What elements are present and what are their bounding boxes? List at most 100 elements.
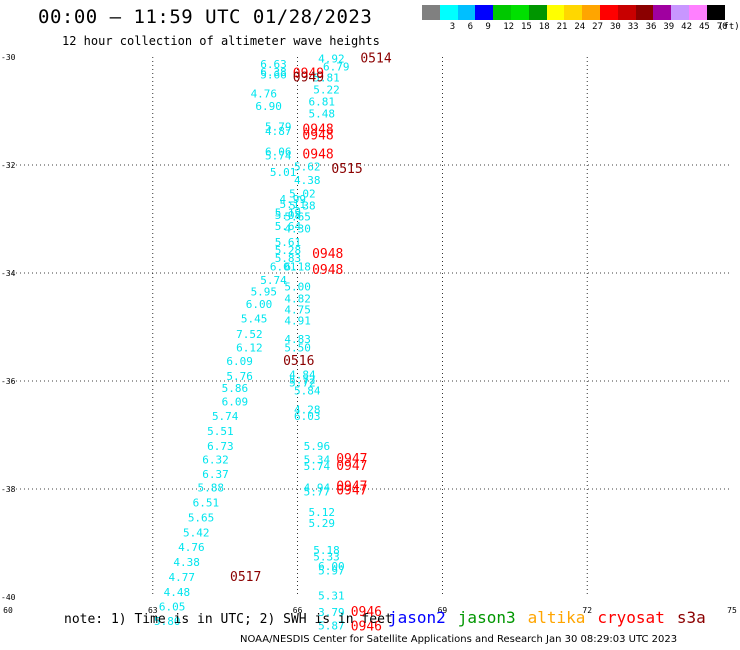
legend-entry-cryosat: cryosat (597, 608, 665, 627)
colorbar-tick-label: 30 (609, 22, 621, 32)
colorbar-swatch: 30 (599, 5, 621, 32)
colorbar-tick-label: 70 (716, 22, 728, 32)
colorbar-tick-label: 21 (556, 22, 568, 32)
satellite-legend: jason2 jason3 altika cryosat s3a (388, 608, 706, 627)
x-tick-label: 75 (727, 606, 737, 615)
wave-height-label: 5.00 (284, 280, 311, 293)
x-tick-label: 66 (293, 606, 303, 615)
wave-height-label: 5.77 (304, 485, 331, 498)
wave-height-label: 4.87 (265, 125, 292, 138)
x-tick-label: 72 (582, 606, 592, 615)
y-tick-label: -38 (1, 485, 16, 494)
colorbar-swatch: 33 (617, 5, 639, 32)
wave-height-label: 5.74 (304, 460, 331, 473)
colorbar-swatch: 12 (493, 5, 514, 32)
colorbar-swatch: 3 (439, 5, 458, 32)
colorbar-tick-label: 45 (698, 22, 710, 32)
wave-height-label: 4.82 (284, 293, 311, 306)
wave-height-label: 5.96 (304, 440, 331, 453)
pass-time-label: 0947 (336, 452, 367, 467)
wave-height-label: 4.38 (294, 174, 321, 187)
chart-title: 00:00 – 11:59 UTC 01/28/2023 (38, 6, 373, 28)
wave-height-label: 5.74 (260, 274, 287, 287)
wave-height-label: 6.09 (226, 355, 253, 368)
wave-height-label: 6.79 (323, 61, 350, 74)
pass-time-label: 0516 (283, 354, 314, 369)
colorbar-swatch: 45 (688, 5, 710, 32)
colorbar-tick-label: 24 (574, 22, 586, 32)
pass-time-label: 0948 (312, 247, 343, 262)
colorbar-swatch: 15 (510, 5, 532, 32)
wave-height-label: 5.74 (265, 150, 292, 163)
wave-height-label: 5.33 (313, 550, 340, 563)
pass-time-label: 0517 (230, 570, 261, 585)
pass-time-label: 0948 (302, 148, 333, 163)
wave-height-label: 5.08 (275, 209, 302, 222)
wave-height-label: 6.32 (202, 454, 229, 467)
y-tick-label: -30 (1, 53, 16, 62)
pass-time-label: 0947 (336, 459, 367, 474)
wave-height-label: 4.76 (178, 541, 205, 554)
colorbar-tick-label: 6 (467, 22, 474, 32)
colorbar-tick-label: 33 (627, 22, 639, 32)
wave-height-label: 5.48 (308, 107, 335, 120)
y-tick-label: -36 (1, 377, 16, 386)
wave-height-label: 5.51 (207, 425, 234, 438)
wave-height-label: 5.28 (275, 244, 302, 257)
legend-entry-altika: altika (527, 608, 586, 627)
wave-height-label: 5.97 (318, 564, 345, 577)
colorbar-tick-label: 27 (592, 22, 604, 32)
colorbar-tick-label: 18 (538, 22, 550, 32)
wave-height-label: 5.80 (154, 615, 181, 628)
wave-height-label: 5.72 (289, 374, 316, 387)
colorbar-swatch: 70 (706, 5, 728, 32)
wave-height-label: 4.77 (169, 571, 196, 584)
legend-entry-s3a: s3a (676, 608, 706, 627)
wave-height-label: 5.86 (222, 382, 249, 395)
wave-height-label: 4.84 (289, 368, 316, 381)
colorbar-tick-label: 12 (503, 22, 515, 32)
x-tick-label: 69 (438, 606, 448, 615)
colorbar-tick-label: 42 (681, 22, 692, 32)
wave-height-label: 5.83 (275, 252, 302, 265)
wave-height-label: 5.81 (313, 71, 340, 84)
wave-height-label: 6.90 (255, 100, 282, 113)
pass-time-label: 0947 (336, 480, 367, 495)
legend-entry-jason2: jason2 (388, 608, 446, 627)
pass-time-label: 0947 (336, 483, 367, 498)
wave-height-label: 5.72 (289, 376, 316, 389)
pass-time-label: 0948 (312, 263, 343, 278)
y-tick-label: -40 (1, 593, 16, 602)
wave-height-label: 6.38 (260, 66, 287, 79)
wave-height-label: 5.64 (275, 220, 302, 233)
wave-height-label: 6.03 (294, 410, 321, 423)
wave-height-label: 6.05 (159, 601, 186, 614)
wave-height-label: 5.79 (265, 120, 292, 133)
note-text: note: 1) Time is in UTC; 2) SWH is in fe… (64, 612, 393, 627)
wave-height-label: 4.48 (164, 586, 191, 599)
colorbar-swatch: 9 (475, 5, 494, 32)
pass-time-label: 0948 (302, 129, 333, 144)
wave-height-label: 5.95 (251, 286, 278, 299)
wave-height-label: 5.01 (270, 166, 297, 179)
y-tick-label: -32 (1, 161, 16, 170)
wave-height-label: 5.22 (313, 84, 340, 97)
pass-time-label: 0946 (351, 619, 382, 634)
wave-height-label: 5.61 (275, 236, 302, 249)
colorbar-swatch: 24 (564, 5, 585, 32)
chart-subtitle: 12 hour collection of altimeter wave hei… (62, 34, 380, 48)
wave-height-label: 5.12 (308, 506, 335, 519)
wave-height-label: 6.73 (207, 440, 234, 453)
wave-height-label: 4.76 (251, 88, 278, 101)
colorbar-unit-label: (ft) (718, 22, 740, 32)
wave-height-label: 6.06 (265, 145, 292, 158)
y-tick-label: -34 (1, 269, 16, 278)
wave-height-label: 4.99 (280, 193, 307, 206)
wave-height-label: 5.88 (197, 482, 224, 495)
colorbar-tick-label: 39 (663, 22, 675, 32)
wave-height-label: 6.81 (308, 96, 335, 109)
wave-height-label: 4.92 (318, 52, 345, 65)
colorbar-swatch: 36 (635, 5, 656, 32)
colorbar-swatch: 39 (653, 5, 674, 32)
